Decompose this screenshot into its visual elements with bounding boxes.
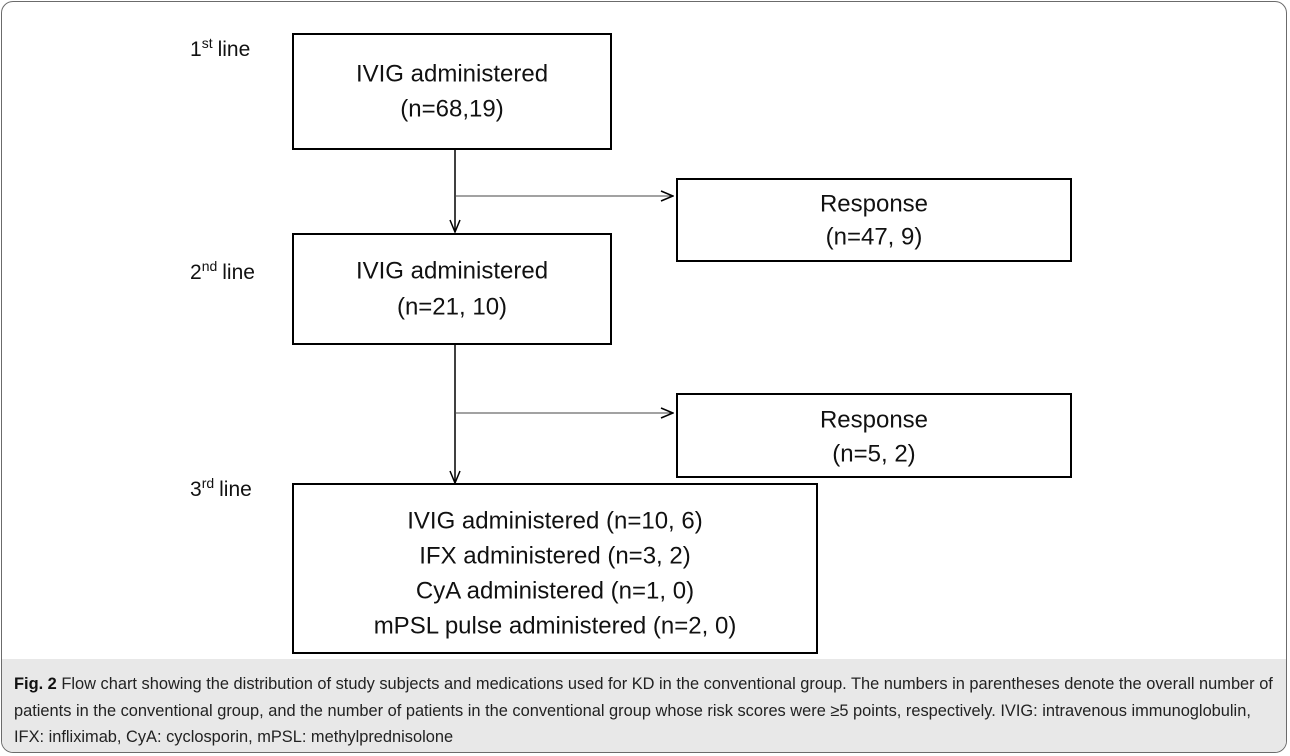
node-text: (n=68,19) bbox=[400, 95, 503, 122]
stage-word: line bbox=[218, 38, 251, 61]
node-box bbox=[292, 33, 612, 150]
stage-label: 3rd line bbox=[190, 475, 252, 501]
node-text: IFX administered (n=3, 2) bbox=[419, 542, 690, 569]
node-text: IVIG administered bbox=[356, 257, 548, 284]
node-box bbox=[676, 178, 1072, 262]
ordinal: 3 bbox=[190, 478, 202, 501]
caption-label: Fig. 2 bbox=[14, 675, 57, 693]
node-box bbox=[292, 233, 612, 345]
node-text: IVIG administered bbox=[356, 60, 548, 87]
ordinal: 1 bbox=[190, 38, 202, 61]
flow-chart: 1st line 2nd line 3rd line IVIG administere… bbox=[190, 33, 1072, 654]
node-text: Response bbox=[820, 406, 928, 433]
stage-word: line bbox=[219, 478, 252, 501]
stage-label: 1st line bbox=[190, 35, 250, 61]
node-text: IVIG administered (n=10, 6) bbox=[407, 507, 702, 534]
ordinal-suffix: st bbox=[202, 35, 213, 51]
node-text: (n=21, 10) bbox=[397, 293, 507, 320]
node-box bbox=[676, 393, 1072, 478]
node-text: (n=47, 9) bbox=[826, 223, 923, 250]
ordinal-suffix: rd bbox=[202, 475, 214, 491]
ordinal-suffix: nd bbox=[202, 258, 218, 274]
node-text: mPSL pulse administered (n=2, 0) bbox=[374, 612, 737, 639]
node-text: CyA administered (n=1, 0) bbox=[416, 577, 694, 604]
node-box bbox=[292, 483, 818, 654]
stage-word: line bbox=[222, 261, 255, 284]
node-text: Response bbox=[820, 190, 928, 217]
stage-label: 2nd line bbox=[190, 258, 255, 284]
caption: Fig. 2 Flow chart showing the distributi… bbox=[2, 659, 1286, 752]
ordinal: 2 bbox=[190, 261, 202, 284]
node-text: (n=5, 2) bbox=[832, 440, 915, 467]
caption-text: Flow chart showing the distribution of s… bbox=[14, 675, 1273, 746]
